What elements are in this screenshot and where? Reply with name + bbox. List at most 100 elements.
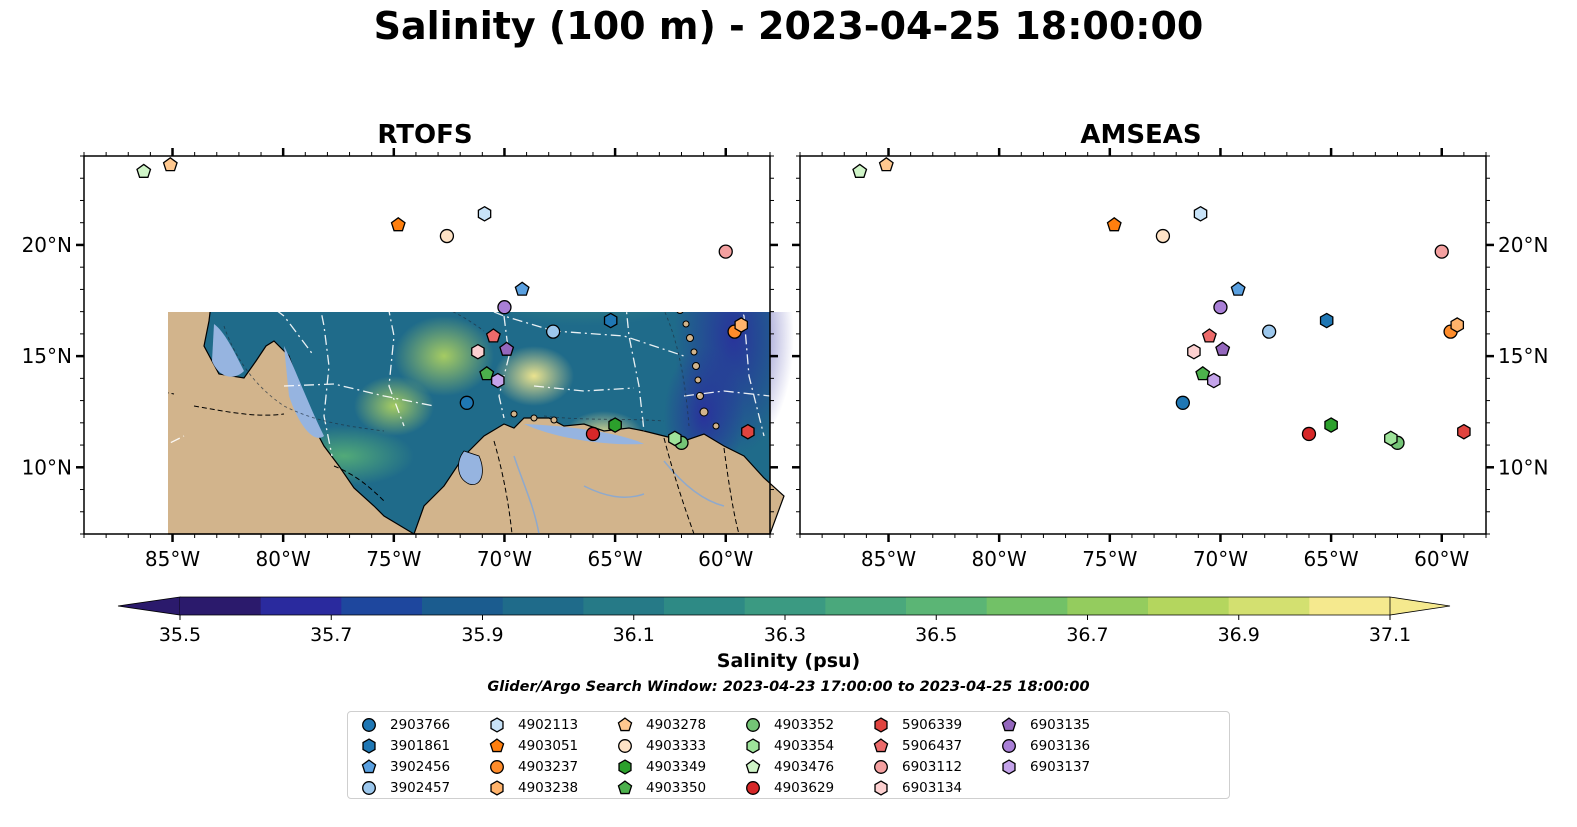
legend-label: 3902456 — [390, 758, 451, 775]
lat-tick-label-left: 10°N — [22, 455, 72, 479]
colorbar-segment — [260, 597, 342, 615]
amseas-float-marker-4903238 — [1450, 317, 1465, 333]
lat-tick-label-right: 20°N — [1498, 233, 1548, 257]
rtofs-float-marker-4903350 — [479, 366, 495, 381]
legend-label: 4903476 — [774, 758, 835, 775]
rtofs-float-marker-6903112 — [718, 244, 733, 259]
legend-item-4903051: 4903051 — [486, 735, 578, 756]
colorbar-extend-min — [117, 596, 181, 616]
legend-item-6903134: 6903134 — [870, 777, 962, 798]
legend-marker-shape — [490, 716, 504, 733]
amseas-float-marker-3902456 — [1230, 281, 1246, 296]
legend-item-6903135: 6903135 — [998, 714, 1090, 735]
rtofs-float-marker-4902113 — [477, 205, 492, 222]
colorbar-segment — [1067, 597, 1149, 615]
amseas-float-marker-4903278 — [878, 156, 894, 172]
legend-label: 4903349 — [646, 758, 707, 775]
legend-marker-circle-icon — [874, 759, 888, 774]
amseas-float-marker-2903766 — [1175, 395, 1190, 410]
amseas-float-marker-6903136 — [1213, 300, 1228, 315]
rtofs-float-marker-5906437 — [485, 328, 501, 343]
legend-marker-shape — [617, 779, 633, 794]
rtofs-float-marker-4903051 — [390, 217, 406, 232]
legend-marker-pentagon-icon — [361, 758, 377, 773]
lat-tick-label-right: 10°N — [1498, 455, 1548, 479]
rtofs-float-marker-6903136 — [497, 300, 512, 315]
legend-marker-hexagon-icon — [874, 716, 888, 733]
legend-item-3902456: 3902456 — [358, 756, 450, 777]
legend-marker-circle-icon — [362, 717, 376, 732]
amseas-float-marker-3902457 — [1261, 324, 1277, 339]
legend-marker-shape — [361, 758, 377, 773]
colorbar-segment — [986, 597, 1068, 615]
legend-item-2903766: 2903766 — [358, 714, 450, 735]
legend-marker-pentagon-icon — [873, 737, 889, 752]
amseas-float-marker-4903354 — [1384, 430, 1398, 447]
legend-marker-circle-icon — [746, 780, 760, 795]
legend-item-4903476: 4903476 — [742, 756, 834, 777]
legend-label: 4903333 — [646, 737, 707, 754]
legend-marker-pentagon-icon — [617, 779, 633, 794]
legend-marker-shape — [362, 737, 376, 754]
lat-tick-label-left: 20°N — [22, 233, 72, 257]
colorbar-extend-max — [1389, 596, 1451, 616]
legend-marker-shape — [745, 758, 761, 773]
amseas-float-marker-6903135 — [1215, 341, 1231, 356]
lon-tick-label: 75°W — [366, 547, 421, 571]
amseas-float-marker-4903629 — [1301, 426, 1317, 442]
legend-label: 2903766 — [390, 716, 451, 733]
rtofs-float-marker-6903135 — [499, 341, 515, 356]
legend-marker-circle-icon — [490, 759, 504, 774]
legend-marker-circle-icon — [746, 717, 760, 732]
maps-figure: 85°W 80°W 75°W 70°W 65°W 60°W 10°N 15°N 20°N 85°W… — [22, 146, 1548, 646]
rtofs-float-marker-4903278 — [162, 156, 178, 172]
float-legend: 2903766 3901861 3902456 3902457 4902113 49030… — [347, 711, 1230, 799]
rtofs-float-marker-3902456 — [514, 281, 530, 296]
legend-marker-shape — [1002, 738, 1016, 753]
legend-marker-pentagon-icon — [617, 716, 633, 731]
legend-label: 4903350 — [646, 779, 707, 796]
colorbar-segment — [341, 597, 423, 615]
colorbar-segment — [1228, 597, 1310, 615]
rtofs-float-marker-5906339 — [741, 423, 755, 440]
rtofs-float-marker-4903238 — [734, 317, 749, 333]
amseas-float-marker-6903137 — [1207, 372, 1221, 389]
amseas-float-marker-4903333 — [1155, 228, 1171, 244]
legend-marker-pentagon-icon — [1001, 716, 1017, 731]
lon-tick-label: 60°W — [1414, 547, 1469, 571]
legend-item-5906339: 5906339 — [870, 714, 962, 735]
legend-marker-shape — [746, 717, 760, 732]
colorbar: 35.5 35.7 35.9 36.1 36.3 36.5 36.7 36.9 37.1 — [117, 596, 1451, 646]
colorbar-segment — [1148, 597, 1230, 615]
amseas-axes-frame — [799, 155, 1487, 535]
amseas-map — [800, 146, 1510, 534]
amseas-float-marker-4903349 — [1324, 417, 1338, 433]
legend-label: 5906339 — [902, 716, 963, 733]
legend-label: 4903051 — [518, 737, 579, 754]
colorbar-tick-label: 36.3 — [764, 624, 806, 646]
legend-marker-shape — [874, 779, 888, 796]
legend-item-4903333: 4903333 — [614, 735, 706, 756]
legend-label: 6903135 — [1030, 716, 1091, 733]
colorbar-tick-label: 36.1 — [613, 624, 655, 646]
legend-label: 3902457 — [390, 779, 451, 796]
lon-tick-label: 80°W — [256, 547, 311, 571]
lon-tick-label: 85°W — [861, 547, 916, 571]
legend-marker-hexagon-icon — [490, 779, 504, 796]
legend-item-6903136: 6903136 — [998, 735, 1090, 756]
lat-tick-label-right: 15°N — [1498, 344, 1548, 368]
legend-item-4903238: 4903238 — [486, 777, 578, 798]
legend-label: 4903238 — [518, 779, 579, 796]
legend-marker-shape — [618, 738, 632, 753]
rtofs-panel-title: RTOFS — [377, 120, 473, 150]
legend-item-3902457: 3902457 — [358, 777, 450, 798]
rtofs-float-marker-4903476 — [136, 163, 152, 178]
colorbar-segment — [825, 597, 907, 615]
legend-marker-hexagon-icon — [490, 716, 504, 733]
legend-marker-shape — [362, 717, 376, 732]
colorbar-tick-label: 36.5 — [915, 624, 957, 646]
rtofs-float-marker-4903629 — [585, 426, 601, 442]
colorbar-tick-label: 36.7 — [1066, 624, 1108, 646]
legend-marker-shape — [362, 780, 376, 795]
legend-marker-shape — [490, 779, 504, 796]
